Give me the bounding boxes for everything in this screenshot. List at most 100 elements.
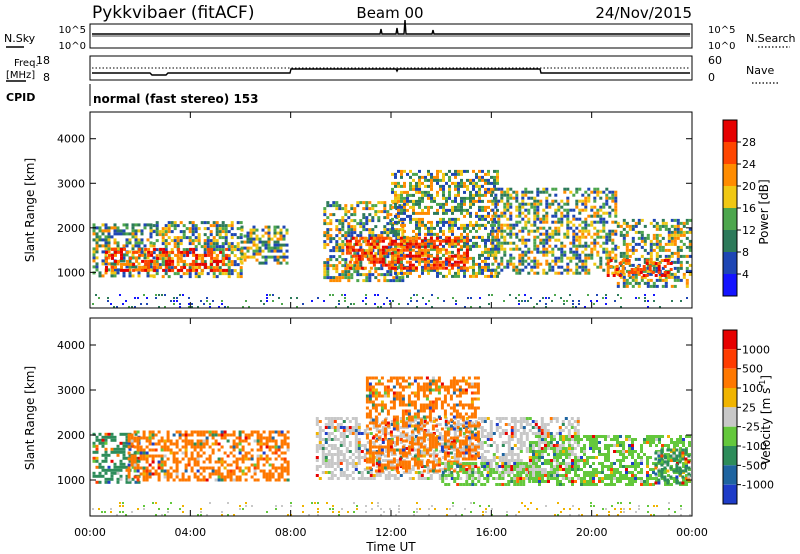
power-cell	[503, 250, 507, 254]
power-cell	[158, 251, 162, 255]
power-hot-cell	[159, 265, 163, 269]
velocity-cell	[351, 429, 355, 432]
power-cell	[427, 193, 430, 197]
velocity-cell	[235, 475, 239, 479]
power-cell	[377, 216, 381, 220]
power-hot-cell	[348, 266, 352, 270]
power-cell	[602, 202, 606, 206]
power-cell	[484, 250, 487, 254]
velocity-cell	[480, 444, 484, 447]
power-hot-cell	[360, 266, 364, 270]
velocity-cell	[342, 432, 346, 435]
velocity-cell	[127, 451, 131, 455]
power-cell	[670, 275, 674, 279]
velocity-cell	[513, 435, 517, 438]
velocity-cell	[202, 466, 206, 470]
power-cell	[631, 275, 635, 279]
power-cell	[503, 205, 507, 209]
power-cell	[506, 202, 510, 206]
power-cell	[602, 217, 606, 221]
velocity-cell	[348, 426, 352, 429]
power-cell	[350, 225, 354, 229]
power-hot-cell	[411, 236, 415, 240]
velocity-cell	[232, 430, 236, 434]
power-cell	[116, 226, 120, 230]
power-cell	[418, 223, 421, 227]
power-cell	[95, 256, 99, 260]
power-cell	[436, 274, 439, 278]
power-cell	[329, 222, 333, 226]
power-cell	[421, 223, 424, 227]
power-hot-cell	[405, 254, 409, 258]
velocity-cell	[342, 429, 346, 432]
power-hot-cell	[381, 248, 385, 252]
power-cell	[137, 223, 141, 227]
power-cell	[170, 257, 174, 261]
power-cell	[457, 271, 460, 275]
power-cell	[240, 240, 244, 244]
power-cell	[249, 237, 253, 241]
power-cell	[383, 273, 387, 277]
power-hot-cell	[396, 260, 400, 264]
power-cell	[503, 193, 507, 197]
velocity-cell	[101, 459, 105, 463]
power-ground-cell	[353, 303, 355, 305]
power-cell	[326, 273, 330, 277]
power-hot-cell	[462, 263, 466, 267]
power-hot-cell	[165, 253, 169, 257]
velocity-cell	[127, 472, 131, 476]
power-cell	[578, 244, 582, 248]
power-cell	[394, 190, 397, 194]
power-cell	[515, 199, 519, 203]
power-cell	[481, 184, 484, 188]
power-cell	[566, 226, 570, 230]
power-cell	[661, 278, 665, 282]
velocity-cell	[483, 420, 487, 423]
power-cell	[239, 233, 243, 237]
power-cell	[368, 219, 372, 223]
power-cell	[436, 232, 439, 236]
velocity-cell	[241, 469, 245, 473]
power-cell	[581, 232, 585, 236]
power-cell	[533, 259, 537, 263]
power-hot-cell	[408, 251, 412, 255]
power-cell	[575, 199, 579, 203]
velocity-cell	[516, 447, 520, 450]
power-cell	[427, 271, 430, 275]
power-cell	[122, 232, 126, 236]
power-cell	[149, 274, 153, 278]
power-cell	[338, 243, 342, 247]
power-ground-cell	[680, 300, 682, 302]
power-hot-cell	[207, 247, 211, 251]
power-cell	[356, 252, 360, 256]
velocity-cell	[119, 474, 123, 478]
power-cell	[539, 202, 543, 206]
power-hot-cell	[192, 259, 196, 263]
velocity-cell	[432, 417, 436, 420]
power-cell	[673, 218, 677, 222]
velocity-cell	[399, 441, 403, 444]
power-cell	[179, 236, 183, 240]
power-cell	[356, 222, 360, 226]
power-cell	[581, 220, 585, 224]
power-cell	[611, 250, 615, 254]
power-hot-cell	[465, 236, 469, 240]
power-cell	[158, 233, 162, 237]
power-cell	[182, 254, 186, 258]
power-cell	[391, 247, 394, 251]
power-hot-cell	[459, 257, 463, 261]
power-cell	[359, 234, 363, 238]
velocity-cell	[175, 442, 179, 446]
power-cell	[646, 266, 650, 270]
velocity-cell	[375, 429, 379, 432]
velocity-cell	[336, 453, 340, 456]
power-cell	[481, 223, 484, 227]
velocity-cell	[501, 429, 505, 432]
power-cell	[676, 245, 680, 249]
power-cell	[448, 175, 451, 179]
velocity-cell	[507, 468, 511, 471]
velocity-cell	[399, 426, 403, 429]
power-cell	[448, 220, 451, 224]
velocity-cell	[345, 435, 349, 438]
power-cell	[560, 205, 564, 209]
